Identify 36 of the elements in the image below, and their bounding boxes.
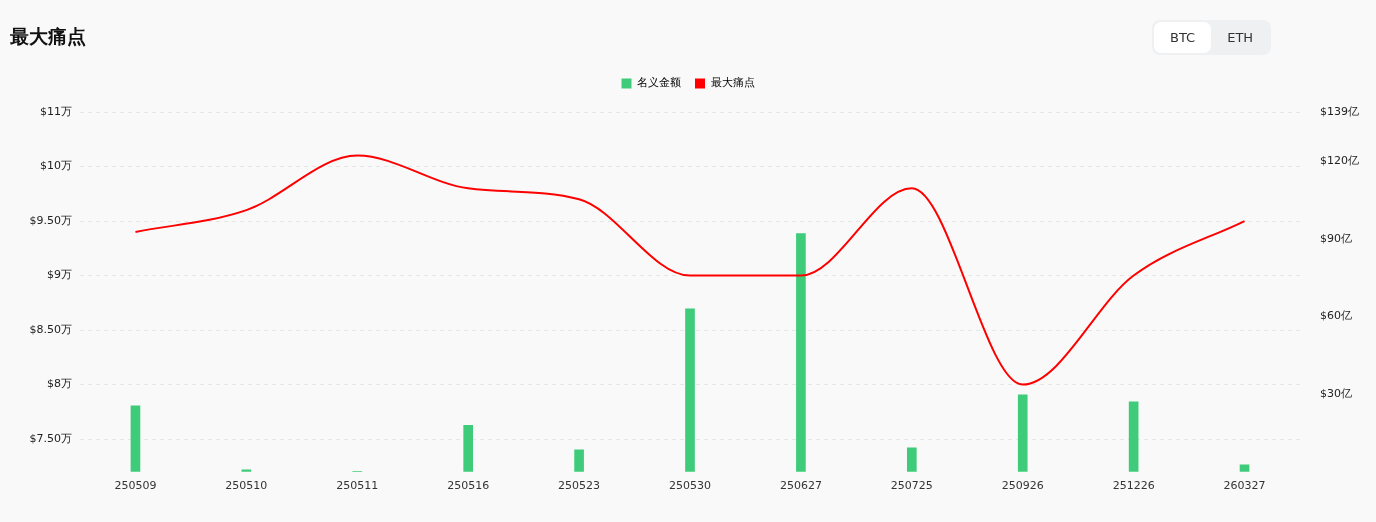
line-series [134, 154, 1246, 386]
x-tick-label: 250509 [114, 479, 157, 493]
x-tick-label: 251226 [1112, 479, 1155, 493]
x-tick-label: 250511 [336, 479, 379, 493]
y2-tick-label: $30亿 [1320, 387, 1352, 400]
y2-tick-label: $139亿 [1320, 104, 1359, 118]
x-tick-label: 250516 [447, 479, 490, 493]
legend-label: 最大痛点 [710, 76, 755, 90]
bar [906, 447, 917, 472]
legend-label: 名义金额 [637, 76, 681, 90]
x-tick-label: 250523 [558, 479, 601, 493]
chart-title: 最大痛点 [10, 24, 86, 49]
y-tick-label: $8万 [47, 377, 72, 391]
bar [130, 405, 141, 472]
x-tick-label: 250530 [669, 479, 711, 493]
y-tick-label: $11万 [40, 104, 72, 118]
x-tick-label: 250725 [890, 479, 933, 493]
bar [685, 308, 695, 472]
x-tick-label: 250510 [225, 479, 268, 493]
y-tick-label: $9.50万 [29, 213, 72, 227]
bar [1128, 401, 1139, 472]
x-tick-label: 250926 [1001, 479, 1044, 493]
y2-tick-label: $60亿 [1320, 309, 1352, 323]
bar [574, 449, 584, 472]
bar [1017, 394, 1028, 472]
bar [796, 233, 806, 472]
x-tick-label: 250627 [779, 479, 822, 493]
y-tick-label: $9万 [47, 268, 72, 282]
bar [463, 424, 474, 472]
y-tick-label: $8.50万 [29, 322, 72, 336]
y-tick-label: $10万 [40, 159, 72, 173]
y2-tick-label: $120亿 [1320, 154, 1359, 168]
y2-tick-label: $90亿 [1320, 231, 1352, 245]
toggle-switch: BTC ETH [1152, 20, 1272, 55]
x-tick-label: 260327 [1223, 479, 1266, 493]
y-tick-label: $7.50万 [29, 431, 72, 445]
